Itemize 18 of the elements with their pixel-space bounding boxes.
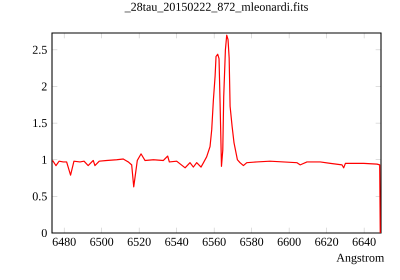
y-tick-label: 1: [42, 156, 47, 164]
x-tick-label: 6540: [165, 238, 188, 246]
chart-title: _28tau_20150222_872_mleonardi.fits: [124, 2, 308, 12]
x-tick-label: 6480: [52, 238, 76, 246]
x-tick-label: 6520: [128, 238, 151, 246]
y-tick-label: 2.5: [32, 46, 47, 54]
y-tick-label: 1.5: [33, 119, 47, 128]
x-tick-label: 6620: [315, 238, 338, 246]
line-series: [52, 34, 381, 233]
x-tick-label: 6640: [352, 238, 376, 246]
x-tick-label: 6600: [278, 238, 301, 246]
x-axis-title: Angstrom: [336, 254, 384, 264]
x-tick-label: 6500: [90, 238, 114, 246]
y-tick-label: 2: [42, 82, 47, 90]
x-tick-label: 6560: [202, 238, 226, 246]
y-tick-label: 0.5: [32, 192, 47, 200]
y-tick-label: 0: [42, 228, 47, 238]
x-tick-label: 6580: [240, 238, 264, 246]
